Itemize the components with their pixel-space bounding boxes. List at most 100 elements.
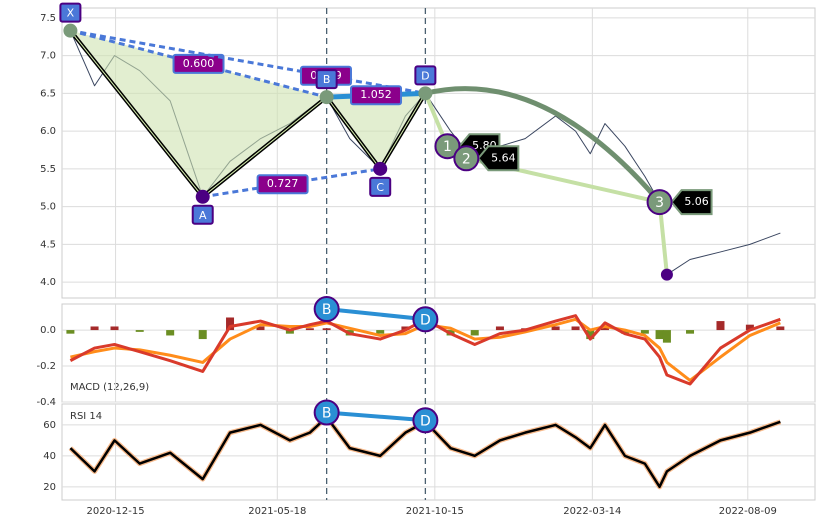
target-label: 1 bbox=[443, 139, 452, 155]
y-tick-label: 40 bbox=[43, 451, 56, 462]
histogram-bar bbox=[600, 326, 609, 331]
histogram-bar bbox=[401, 326, 410, 331]
macd-title: MACD (12,26,9) bbox=[70, 382, 149, 393]
divergence-point bbox=[313, 296, 340, 323]
pattern-point bbox=[418, 86, 433, 101]
pattern-label: D bbox=[421, 69, 429, 82]
ratio-label: 0.727 bbox=[267, 177, 299, 190]
histogram-bar bbox=[110, 326, 119, 331]
y-tick-label: 5.0 bbox=[40, 202, 56, 213]
rsi-panel bbox=[61, 403, 816, 501]
y-tick-label: -0.2 bbox=[36, 361, 56, 372]
histogram-bar bbox=[305, 328, 314, 331]
histogram-bar bbox=[322, 328, 331, 331]
histogram-bar bbox=[256, 326, 265, 331]
pattern-label: X bbox=[67, 7, 75, 20]
y-tick-label: 4.5 bbox=[40, 239, 56, 250]
divergence-label: D bbox=[420, 413, 431, 429]
signal-line bbox=[70, 317, 781, 382]
pattern-leg-inner bbox=[379, 93, 426, 170]
histogram-bar bbox=[66, 330, 75, 334]
x-tick-label: 2022-03-14 bbox=[563, 506, 621, 517]
target-value: 5.06 bbox=[684, 195, 709, 208]
histogram-bar bbox=[586, 330, 595, 340]
target-arc bbox=[424, 86, 662, 204]
target-label: 3 bbox=[655, 195, 664, 211]
histogram-bar bbox=[166, 330, 175, 336]
macd-panel bbox=[61, 303, 816, 403]
pattern-point bbox=[195, 189, 210, 204]
y-tick-label: 5.5 bbox=[40, 164, 56, 175]
divergence-point bbox=[412, 407, 439, 434]
ratio-line bbox=[70, 29, 426, 95]
divergence-point bbox=[313, 399, 340, 426]
target-callout bbox=[477, 145, 520, 172]
histogram-bar bbox=[745, 324, 754, 331]
y-tick-label: 0.0 bbox=[40, 325, 56, 336]
x-tick-label: 2020-12-15 bbox=[86, 506, 144, 517]
histogram-bar bbox=[662, 330, 671, 343]
x-tick-label: 2021-05-18 bbox=[248, 506, 306, 517]
rsi-line bbox=[69, 415, 781, 489]
rsi-title: RSI 14 bbox=[70, 411, 102, 422]
histogram-bar bbox=[655, 330, 664, 340]
pattern-label-box bbox=[414, 65, 437, 86]
exit-point bbox=[660, 268, 673, 281]
ratio-label: 0.600 bbox=[183, 57, 215, 70]
histogram-bar bbox=[198, 330, 207, 340]
y-tick-label: 7.5 bbox=[40, 13, 56, 24]
y-tick-label: 60 bbox=[43, 420, 56, 431]
target-point bbox=[453, 145, 480, 172]
divergence-point bbox=[412, 306, 439, 333]
histogram-bar bbox=[135, 330, 144, 332]
y-tick-label: -0.4 bbox=[36, 397, 56, 408]
divergence-line bbox=[326, 307, 426, 322]
target-callout bbox=[670, 189, 713, 216]
target-value: 5.64 bbox=[491, 151, 516, 164]
histogram-bar bbox=[90, 326, 99, 331]
pattern-fill bbox=[70, 30, 327, 197]
histogram-bar bbox=[640, 330, 649, 334]
pattern-label-box bbox=[191, 204, 214, 225]
histogram-bar bbox=[571, 326, 580, 331]
pattern-label-box bbox=[369, 176, 392, 197]
target-point bbox=[434, 133, 461, 160]
histogram-bar bbox=[620, 330, 629, 334]
histogram-bar bbox=[470, 330, 479, 336]
x-tick-label: 2021-10-15 bbox=[406, 506, 464, 517]
pattern-point bbox=[319, 90, 334, 105]
y-tick-label: 6.0 bbox=[40, 126, 56, 137]
divergence-label: D bbox=[420, 312, 431, 328]
pattern-point bbox=[373, 161, 388, 176]
pattern-leg-inner bbox=[326, 96, 381, 170]
target-label: 2 bbox=[462, 151, 471, 167]
pattern-label-box bbox=[315, 69, 338, 90]
divergence-label: B bbox=[322, 406, 332, 422]
pattern-label: B bbox=[323, 73, 331, 86]
ratio-label: 1.052 bbox=[360, 88, 392, 101]
histogram-bar bbox=[376, 330, 385, 334]
pattern-leg-inner bbox=[70, 30, 204, 198]
histogram-bar bbox=[495, 326, 504, 331]
ratio-box bbox=[350, 85, 403, 106]
pattern-leg-inner bbox=[202, 96, 327, 198]
pattern-label: C bbox=[376, 181, 384, 194]
divergence-line bbox=[326, 410, 426, 423]
ratio-box bbox=[256, 174, 309, 195]
pattern-fill bbox=[326, 93, 426, 169]
divergence-label: B bbox=[322, 302, 332, 318]
pattern-label: A bbox=[199, 209, 207, 222]
pattern-point bbox=[63, 23, 78, 38]
histogram-bar bbox=[686, 330, 695, 334]
x-tick-label: 2022-08-09 bbox=[719, 506, 777, 517]
histogram-bar bbox=[551, 326, 560, 331]
y-tick-label: 20 bbox=[43, 482, 56, 493]
histogram-bar bbox=[285, 330, 294, 334]
histogram-bar bbox=[776, 326, 785, 331]
macd-line bbox=[69, 314, 781, 386]
ratio-box bbox=[172, 53, 225, 74]
target-point bbox=[646, 189, 673, 216]
histogram-bar bbox=[716, 321, 725, 331]
pattern-label-box bbox=[59, 2, 82, 23]
